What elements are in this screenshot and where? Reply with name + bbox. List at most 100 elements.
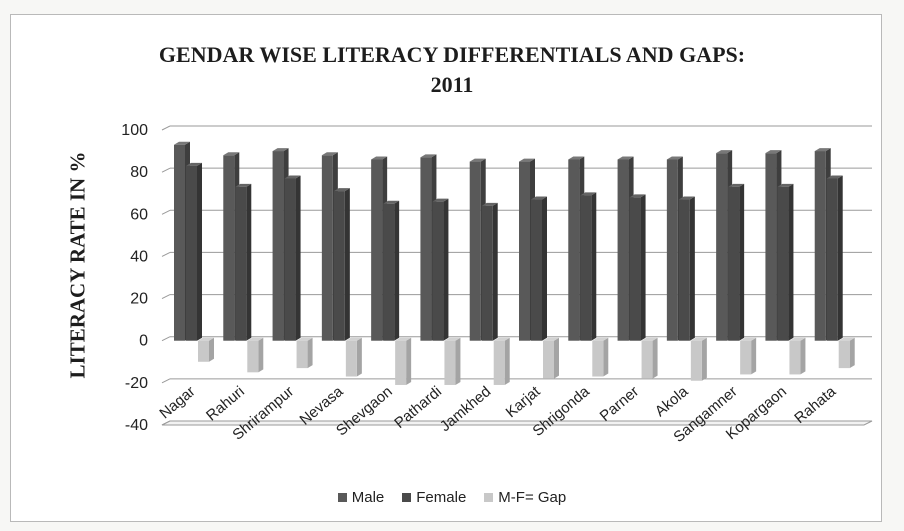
bar-top (198, 337, 214, 341)
bar-side (554, 337, 559, 379)
bar-top (444, 337, 461, 341)
bar-side (197, 162, 202, 341)
bar-male-sangamner (716, 153, 728, 341)
bar-male-nagar (174, 144, 185, 341)
bar-top (592, 337, 609, 341)
legend-label: Female (416, 489, 467, 506)
bar-male-karjat (519, 161, 530, 341)
bar-side (344, 188, 350, 341)
gridline-join (161, 167, 171, 173)
x-tick-label: Rahuri (203, 383, 248, 424)
legend-item: Male (337, 489, 385, 506)
bar-female-shevgaon (383, 203, 395, 341)
bar-side (443, 198, 449, 341)
gridline-join (161, 209, 171, 215)
bar-top (493, 337, 510, 341)
bar-m-f-gap-rahata (838, 340, 850, 369)
y-tick-label: 20 (130, 291, 148, 308)
legend-swatch (484, 493, 494, 502)
bar-top (629, 194, 646, 198)
y-tick-label: 80 (130, 164, 148, 181)
bar-side (640, 194, 646, 341)
gridline-join (161, 336, 171, 342)
bar-female-rahuri (235, 186, 247, 341)
bar-male-parner (617, 159, 629, 341)
bar-m-f-gap-nagar (198, 340, 209, 362)
bar-m-f-gap-parner (641, 340, 653, 379)
chart-title-line1: GENDAR WISE LITERACY DIFFERENTIALS AND G… (158, 42, 746, 67)
bar-side (603, 337, 609, 377)
bar-female-parner (629, 197, 641, 341)
legend-label: M-F= Gap (498, 489, 567, 506)
chart-title: GENDAR WISE LITERACY DIFFERENTIALS AND G… (0, 40, 904, 100)
bar-top (716, 150, 733, 154)
gridline-join (161, 294, 171, 300)
x-tick-label: Akola (652, 383, 692, 421)
bar-side (739, 183, 745, 341)
x-tick-label: Rahata (791, 383, 839, 428)
bar-side (689, 196, 695, 341)
y-tick-label: 0 (139, 333, 148, 350)
bar-side (406, 337, 412, 385)
bar-male-rahata (814, 151, 826, 341)
bar-female-kopargaon (777, 186, 789, 341)
bar-side (542, 196, 547, 341)
bar-side (849, 337, 855, 369)
bar-top (272, 148, 289, 152)
bar-female-jamkhed (481, 205, 493, 341)
bar-top (690, 337, 707, 341)
gridline-join (161, 251, 171, 257)
legend-swatch (402, 493, 412, 502)
floor-plane (161, 420, 873, 426)
x-tick-label: Karjat (503, 382, 545, 421)
bar-m-f-gap-shrirampur (296, 340, 308, 369)
legend-label: Male (351, 489, 385, 506)
bar-side (652, 337, 658, 379)
chart-title-line2: 2011 (430, 72, 474, 97)
y-tick-label: 60 (130, 206, 148, 223)
bar-top (543, 337, 559, 341)
bar-side (295, 175, 301, 341)
bar-m-f-gap-kopargaon (789, 340, 801, 375)
y-tick-label: 100 (121, 122, 148, 139)
bar-side (356, 337, 362, 377)
bar-m-f-gap-sangamner (740, 340, 752, 375)
legend-swatch (337, 493, 347, 502)
bar-m-f-gap-shevgaon (395, 340, 407, 385)
bar-side (246, 183, 252, 341)
bar-female-shrirampur (284, 178, 296, 341)
legend-item: Female (402, 489, 466, 506)
x-tick-label: Jamkhed (437, 383, 495, 435)
bar-female-akola (678, 199, 690, 341)
bar-top (395, 337, 412, 341)
bar-top (666, 156, 683, 160)
bar-female-karjat (531, 199, 542, 341)
bar-male-jamkhed (469, 161, 481, 341)
bar-top (789, 337, 806, 341)
bar-side (307, 337, 313, 369)
bar-top (580, 192, 597, 196)
bar-male-shrigonda (568, 159, 580, 341)
bar-top (678, 196, 695, 200)
bar-male-shrirampur (272, 151, 284, 341)
bar-top (814, 148, 831, 152)
bar-side (751, 337, 757, 375)
bar-side (492, 202, 498, 341)
bar-female-pathardi (432, 201, 444, 341)
bar-top (383, 200, 400, 204)
bar-m-f-gap-nevasa (345, 340, 357, 377)
bar-side (800, 337, 806, 375)
bar-top (186, 162, 202, 166)
bar-side (258, 337, 264, 373)
y-tick-label: -40 (125, 417, 148, 434)
bar-side (455, 337, 461, 385)
bar-top (777, 183, 794, 187)
y-tick-label: 40 (130, 248, 148, 265)
bar-male-rahuri (223, 155, 235, 341)
bar-top (641, 337, 658, 341)
bar-female-shrigonda (580, 195, 592, 341)
bar-side (788, 183, 794, 341)
bar-m-f-gap-karjat (543, 340, 554, 379)
bar-m-f-gap-rahuri (247, 340, 259, 373)
bar-top (371, 156, 388, 160)
